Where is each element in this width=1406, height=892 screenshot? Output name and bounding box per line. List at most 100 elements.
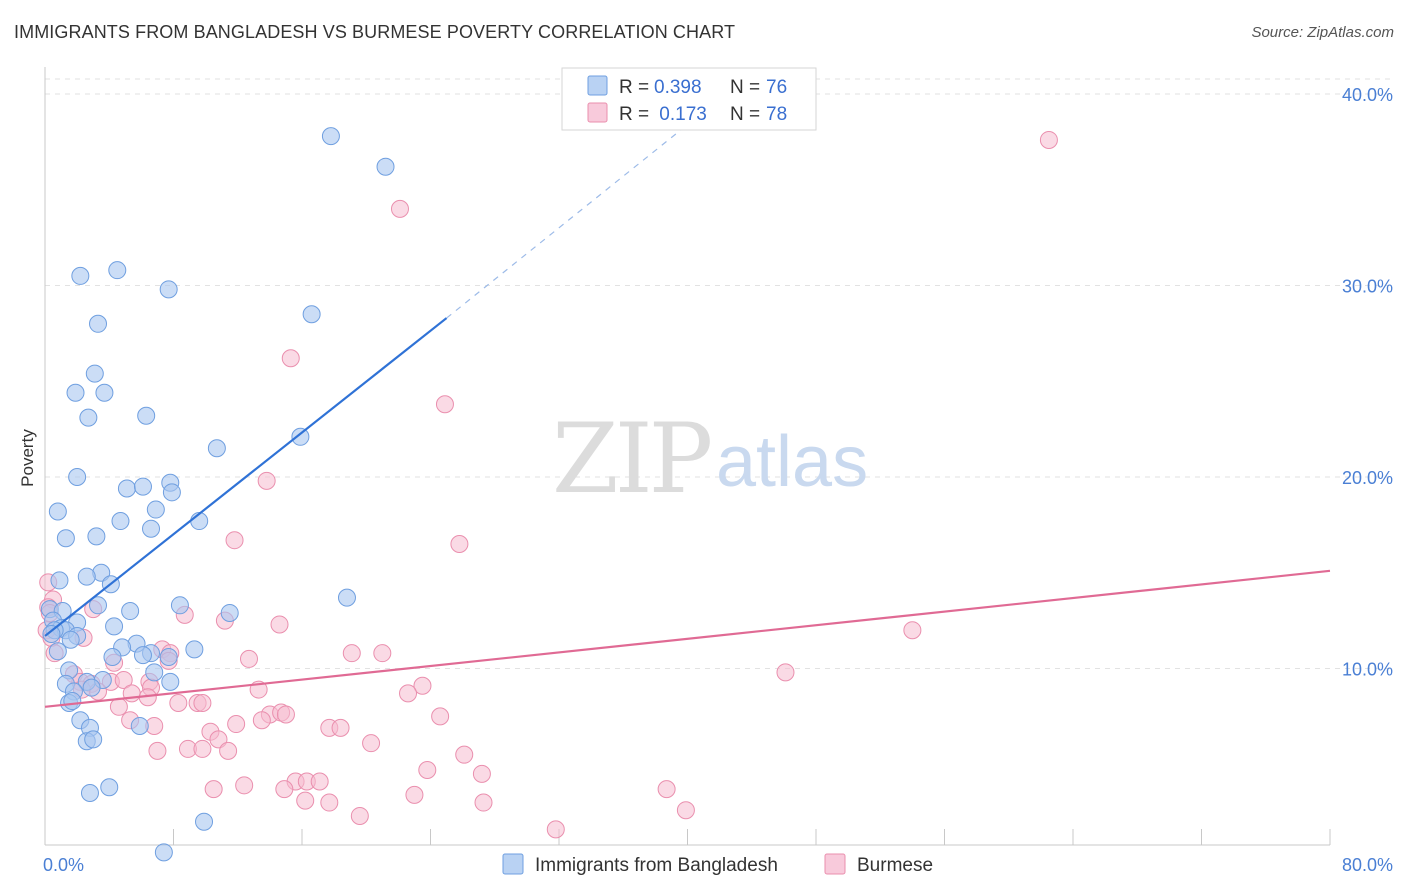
bangladesh-point — [137, 406, 156, 425]
bangladesh-point — [42, 625, 61, 644]
burmese-point — [342, 644, 361, 663]
grid-lines — [45, 78, 1392, 669]
axes — [44, 67, 1331, 846]
bangladesh-point — [117, 479, 136, 498]
burmese-point — [435, 395, 454, 414]
burmese-point — [362, 734, 381, 753]
bangladesh-point — [82, 678, 101, 697]
bangladesh-point — [321, 127, 340, 146]
bangladesh-point — [159, 280, 178, 299]
burmese-point — [204, 780, 223, 799]
legend-r-label-2: R = — [619, 104, 649, 125]
bangladesh-point — [111, 512, 130, 531]
burmese-point — [373, 644, 392, 663]
burmese-point — [331, 718, 350, 737]
burmese-point — [219, 741, 238, 760]
burmese-point — [239, 649, 258, 668]
burmese-point — [281, 349, 300, 368]
bangladesh-point — [142, 519, 161, 538]
bangladesh-points — [40, 127, 395, 862]
y-tick-label: 20.0% — [1342, 468, 1393, 488]
chart-title: IMMIGRANTS FROM BANGLADESH VS BURMESE PO… — [14, 22, 736, 42]
bangladesh-point — [133, 477, 152, 496]
bangladesh-point — [66, 383, 85, 402]
bangladesh-point — [121, 602, 140, 621]
bangladesh-trend-line — [44, 317, 448, 637]
burmese-point — [1039, 130, 1058, 149]
watermark-atlas: atlas — [716, 422, 868, 502]
burmese-point — [320, 793, 339, 812]
burmese-trend-line — [44, 569, 1331, 708]
burmese-point — [225, 531, 244, 550]
burmese-point — [431, 707, 450, 726]
legend-n-label-2: N = — [730, 104, 760, 125]
bangladesh-point — [133, 646, 152, 665]
bangladesh-point — [48, 642, 67, 661]
burmese-point — [676, 801, 695, 820]
bangladesh-point — [154, 843, 173, 862]
burmese-point — [148, 741, 167, 760]
bangladesh-point — [105, 617, 124, 636]
source-label: Source: ZipAtlas.com — [1251, 24, 1394, 41]
bangladesh-point — [50, 571, 69, 590]
bangladesh-point — [159, 648, 178, 667]
bangladesh-point — [56, 529, 75, 548]
burmese-point — [472, 764, 491, 783]
bangladesh-point — [220, 603, 239, 622]
legend-n-value-1: 76 — [766, 77, 787, 98]
bottom-legend-swatch-bangladesh — [502, 853, 524, 875]
bangladesh-point — [79, 408, 98, 427]
bangladesh-point — [161, 672, 180, 691]
watermark-zip: ZIP — [552, 403, 711, 515]
burmese-point — [390, 199, 409, 218]
x-tick-label: 0.0% — [43, 855, 84, 875]
burmese-point — [546, 820, 565, 839]
burmese-point — [235, 776, 254, 795]
bangladesh-point — [162, 483, 181, 502]
bottom-legend-swatch-burmese — [824, 853, 846, 875]
bangladesh-point — [337, 588, 356, 607]
burmese-point — [252, 711, 271, 730]
tick-labels: 10.0% 20.0% 30.0% 40.0% 0.0% 80.0% — [43, 85, 1393, 875]
legend-r-value-2: 0.173 — [654, 104, 707, 125]
bangladesh-point — [170, 596, 189, 615]
bangladesh-point — [376, 157, 395, 176]
bangladesh-point — [130, 716, 149, 735]
bangladesh-point — [185, 640, 204, 659]
series-legend: Immigrants from Bangladesh Burmese — [502, 853, 933, 876]
burmese-point — [193, 739, 212, 758]
burmese-point — [657, 780, 676, 799]
bangladesh-point — [291, 427, 310, 446]
bangladesh-point — [108, 261, 127, 280]
burmese-point — [296, 791, 315, 810]
trend-lines — [44, 124, 1331, 708]
bangladesh-point — [100, 778, 119, 797]
bangladesh-point — [145, 663, 164, 682]
legend-n-label-1: N = — [730, 77, 760, 98]
burmese-point — [109, 697, 128, 716]
bangladesh-point — [89, 314, 108, 333]
burmese-point — [903, 621, 922, 640]
legend-swatch-burmese — [587, 102, 608, 123]
burmese-point — [257, 471, 276, 490]
bangladesh-point — [63, 692, 82, 711]
burmese-point — [310, 772, 329, 791]
bangladesh-point — [89, 596, 108, 615]
burmese-point — [209, 730, 228, 749]
burmese-point — [450, 535, 469, 554]
bangladesh-point — [207, 439, 226, 458]
bangladesh-point — [146, 500, 165, 519]
burmese-point — [276, 705, 295, 724]
burmese-point — [455, 745, 474, 764]
bangladesh-point — [87, 527, 106, 546]
bangladesh-point — [85, 364, 104, 383]
burmese-point — [114, 670, 133, 689]
bottom-legend-label-bangladesh: Immigrants from Bangladesh — [535, 855, 778, 876]
y-tick-label: 30.0% — [1342, 277, 1393, 297]
y-tick-label: 10.0% — [1342, 660, 1393, 680]
burmese-point — [275, 780, 294, 799]
burmese-point — [227, 715, 246, 734]
burmese-points — [37, 130, 1058, 839]
legend-r-label-1: R = — [619, 77, 649, 98]
